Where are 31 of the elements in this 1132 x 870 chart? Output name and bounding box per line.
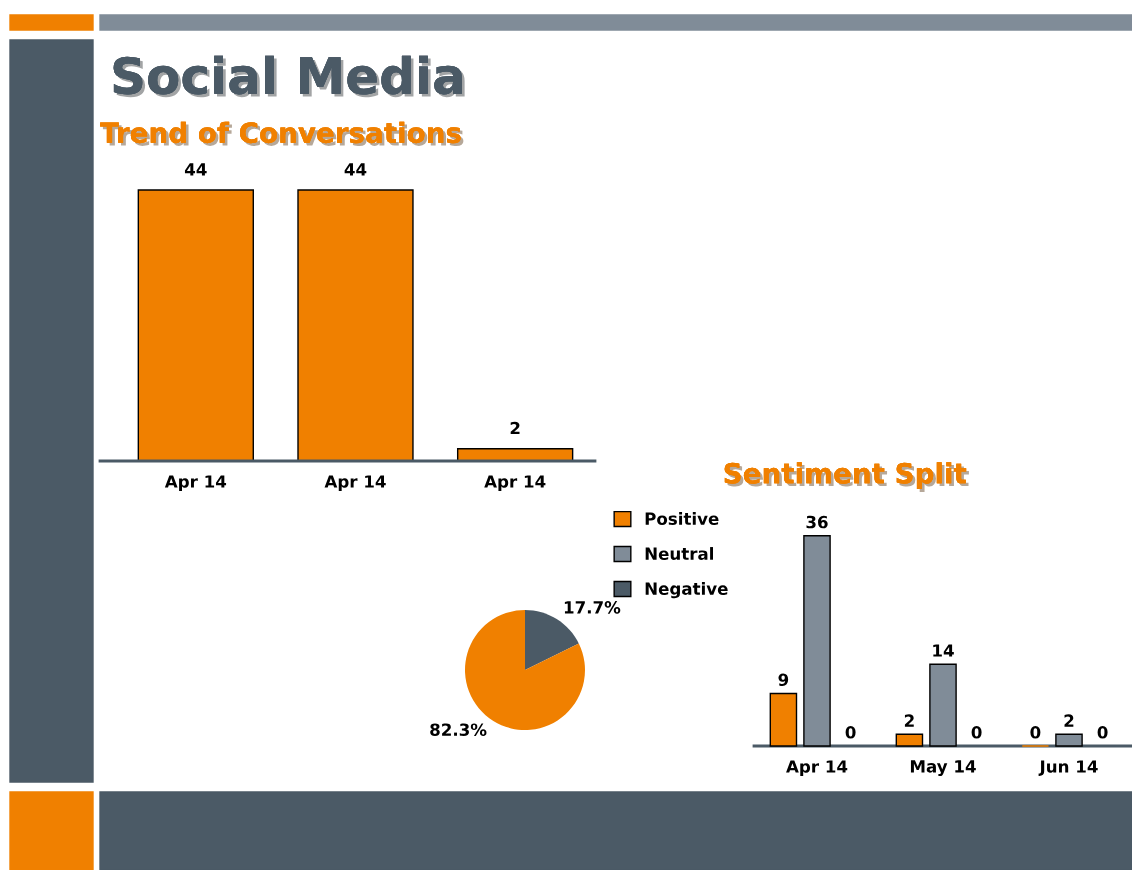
data-label: 2 — [1064, 714, 1074, 727]
chart-title: Sentiment Split — [724, 462, 969, 492]
bar — [895, 733, 924, 747]
data-label: 0 — [971, 726, 982, 739]
legend-label: Neutral — [645, 547, 714, 560]
bar — [803, 535, 831, 747]
data-label: 0 — [845, 726, 856, 739]
data-label: 44 — [344, 163, 367, 176]
data-label: 82.3% — [430, 723, 487, 736]
data-label: 2 — [904, 714, 914, 727]
legend-label: Positive — [645, 512, 719, 525]
data-label: 44 — [184, 163, 207, 176]
data-label: 0 — [1030, 726, 1041, 739]
data-label: 17.7% — [564, 601, 621, 614]
data-label: 36 — [806, 515, 828, 529]
bar — [769, 692, 798, 747]
x-tick-label: Apr 14 — [164, 475, 227, 492]
data-label: 0 — [1097, 726, 1108, 739]
x-tick-label: Apr 14 — [484, 475, 546, 492]
x-tick-label: May 14 — [910, 760, 976, 777]
x-tick-label: Apr 14 — [324, 475, 386, 492]
legend-label: Negative — [645, 582, 728, 599]
bar — [1055, 733, 1083, 747]
bar — [929, 663, 957, 747]
data-label: 9 — [778, 673, 789, 687]
data-label: 14 — [933, 644, 954, 657]
x-tick-label: Apr 14 — [786, 760, 848, 777]
data-label: 2 — [510, 421, 520, 435]
x-tick-label: Jun 14 — [1038, 760, 1098, 776]
chart-title: Trend of Conversations — [100, 121, 464, 146]
text: Social Media — [113, 55, 465, 98]
